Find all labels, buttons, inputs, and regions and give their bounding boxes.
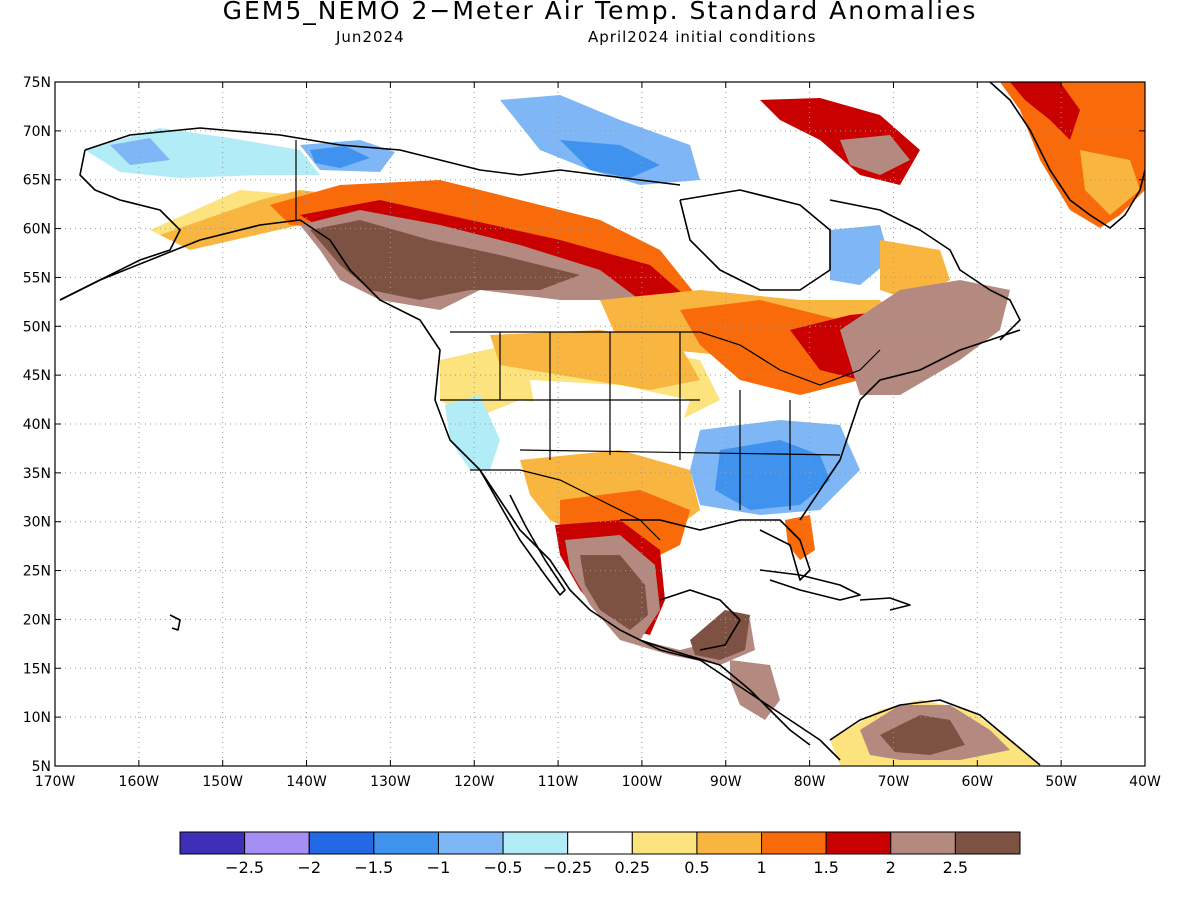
lon-label: 130W xyxy=(370,774,411,790)
coastline-south-america-coast xyxy=(829,699,1041,766)
region-baffin-extreme xyxy=(840,135,910,175)
coastline-hudson-bay-coast xyxy=(679,189,831,291)
colorbar-swatch xyxy=(696,831,763,855)
colorbar-label: −0.25 xyxy=(543,858,592,877)
color-scale-legend: −2.5 −2 −1.5 −1 −0.5 −0.25 0.25 0.5 1 1.5 2 2.5 xyxy=(179,831,1021,877)
lat-label: 5N xyxy=(32,759,51,775)
lat-label: 45N xyxy=(23,368,51,384)
region-quebec-cool xyxy=(830,225,890,285)
coastlines xyxy=(59,82,1145,766)
colorbar-label: 1.5 xyxy=(813,858,838,877)
region-greenland-very-warm xyxy=(1010,82,1080,140)
coastline-hawaii-island xyxy=(169,614,181,631)
lon-label: 60W xyxy=(961,774,993,790)
coastline-cuba xyxy=(759,569,861,601)
initial-conditions: April2024 initial conditions xyxy=(588,28,817,46)
coastline-greenland-coast xyxy=(989,82,1145,229)
colorbar-swatch xyxy=(954,831,1021,855)
colorbar-label: −2.5 xyxy=(225,858,264,877)
lat-label: 25N xyxy=(23,564,51,580)
colorbar-label: −2 xyxy=(297,858,321,877)
region-bc-interior-extreme xyxy=(310,220,580,300)
coastline-us-east-coast xyxy=(799,329,1021,521)
colorbar-swatch xyxy=(373,831,439,855)
lat-label: 40N xyxy=(23,417,51,433)
region-florida-warm xyxy=(785,515,815,560)
coastline-alaska-peninsula xyxy=(59,149,181,301)
border-state-line-6 xyxy=(519,449,841,456)
longitude-labels: 170W 160W 150W 140W 130W 120W 110W 100W 90W 80W 70… xyxy=(35,82,1161,790)
coastline-arctic-coast xyxy=(84,127,681,186)
lon-label: 110W xyxy=(538,774,579,790)
lat-label: 15N xyxy=(23,661,51,677)
region-us-northern-plains-warm xyxy=(490,330,700,390)
lon-label: 140W xyxy=(286,774,327,790)
lon-label: 50W xyxy=(1045,774,1077,790)
colorbar-swatch xyxy=(825,831,892,855)
lat-label: 60N xyxy=(23,222,51,238)
region-alaska-interior-cool xyxy=(110,138,170,165)
graticule xyxy=(55,82,1145,766)
lon-label: 90W xyxy=(710,774,742,790)
colorbar-label: −1.5 xyxy=(354,858,393,877)
coastline-hispaniola xyxy=(859,597,911,611)
lat-label: 55N xyxy=(23,270,51,286)
colorbar-label: −0.5 xyxy=(484,858,523,877)
coastline-labrador-coast xyxy=(829,199,1021,341)
colorbar-label: 1 xyxy=(756,858,766,877)
lon-label: 70W xyxy=(878,774,910,790)
border-us-canada-border xyxy=(450,331,881,386)
valid-period: Jun2024 xyxy=(336,28,405,46)
lat-label: 20N xyxy=(23,612,51,628)
lat-label: 30N xyxy=(23,515,51,531)
lon-label: 100W xyxy=(622,774,663,790)
lon-label: 150W xyxy=(202,774,243,790)
lat-label: 65N xyxy=(23,173,51,189)
colorbar-swatch xyxy=(244,831,310,855)
lat-label: 10N xyxy=(23,710,51,726)
colorbar-swatch xyxy=(437,831,504,855)
colorbar-label: 0.25 xyxy=(614,858,650,877)
border-us-mexico-border xyxy=(470,469,661,541)
lon-label: 120W xyxy=(454,774,495,790)
lat-label: 75N xyxy=(23,75,51,91)
coastline-central-america-coast xyxy=(639,639,811,746)
colorbar-swatch xyxy=(179,831,246,855)
colorbar-label: −1 xyxy=(427,858,451,877)
lat-label: 35N xyxy=(23,466,51,482)
lat-label: 70N xyxy=(23,124,51,140)
latitude-labels: 75N 70N 65N 60N 55N 50N 45N 40N 35N 30N 25N 20N 15N 1… xyxy=(23,75,1145,775)
region-yucatan-extreme xyxy=(690,610,750,660)
region-us-west-cool xyxy=(445,395,500,470)
colorbar-swatch xyxy=(631,831,698,855)
lat-label: 50N xyxy=(23,319,51,335)
region-mexico-extreme-core xyxy=(580,555,648,630)
colorbar-label: 2.5 xyxy=(943,858,968,877)
map-title: GEM5_NEMO 2−Meter Air Temp. Standard Ano… xyxy=(222,0,978,25)
colorbar-swatch xyxy=(761,831,827,855)
colorbar-swatch xyxy=(308,831,375,855)
coastline-baja xyxy=(479,469,566,596)
region-us-southeast-cold-core xyxy=(715,440,830,510)
region-maritimes-extreme xyxy=(840,280,1010,395)
colorbar-swatch xyxy=(502,831,569,855)
region-northern-sa-extreme-core xyxy=(880,715,965,755)
region-yukon-cold-core xyxy=(310,146,370,168)
region-greenland-east-warm xyxy=(1080,150,1140,215)
lon-label: 160W xyxy=(119,774,160,790)
lon-label: 80W xyxy=(794,774,826,790)
lon-label: 40W xyxy=(1129,774,1161,790)
coastline-yucatan-coast xyxy=(659,589,741,651)
lon-label: 170W xyxy=(35,774,76,790)
region-arctic-islands-cold-core xyxy=(560,140,660,178)
colorbar-swatch xyxy=(890,831,956,855)
colorbar-label: 2 xyxy=(886,858,896,877)
colorbar-swatch xyxy=(567,831,633,855)
coastline-gulf-coast xyxy=(620,519,811,581)
colorbar-label: 0.5 xyxy=(684,858,709,877)
